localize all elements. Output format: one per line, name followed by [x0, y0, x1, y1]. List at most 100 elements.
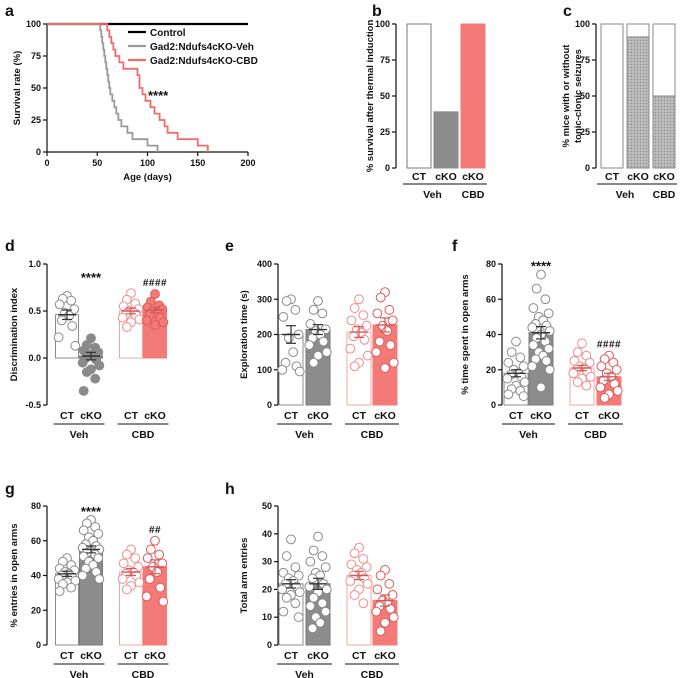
data-point-e-0	[278, 311, 289, 322]
x-tick-label-a: 150	[190, 158, 205, 168]
significance-annotation-f-1: ****	[531, 259, 552, 274]
category-label-h: cKO	[374, 650, 396, 662]
y-axis-title-a: Survival rate (%)	[12, 51, 23, 125]
y-tick-label-c: 50	[580, 91, 590, 101]
data-point-e-2	[345, 343, 356, 354]
data-point-h-3	[372, 584, 383, 595]
data-point-g-2	[134, 577, 145, 588]
category-label-e: cKO	[374, 410, 396, 422]
category-label-c: cKO	[653, 171, 675, 183]
category-label-d: cKO	[144, 410, 166, 422]
y-tick-label-a: 75	[31, 51, 41, 61]
data-point-f-3	[596, 361, 607, 372]
data-point-e-1	[308, 304, 319, 315]
significance-annotation-g-3: ##	[149, 525, 161, 536]
y-axis-title-h: Total arm entries	[239, 538, 250, 614]
y-tick-label-d: 1.0	[28, 259, 41, 269]
legend-label-1: Gad2:Ndufs4cKO-Veh	[150, 42, 254, 53]
y-tick-label-e: 400	[257, 259, 272, 269]
data-point-d-0	[66, 295, 77, 306]
y-tick-label-h: 20	[262, 584, 272, 594]
data-point-h-1	[313, 531, 323, 542]
data-point-e-3	[382, 326, 393, 336]
data-point-g-3	[154, 549, 165, 560]
category-label-f: CT	[509, 410, 524, 422]
data-point-f-3	[599, 393, 610, 403]
data-point-g-3	[155, 582, 166, 593]
data-point-d-1	[94, 360, 105, 371]
y-tick-label-e: 300	[257, 294, 272, 304]
data-point-f-1	[531, 283, 542, 294]
significance-annotation-a: ****	[148, 88, 169, 103]
y-tick-label-b: 100	[375, 19, 390, 29]
data-point-h-0	[277, 584, 288, 595]
data-point-d-3	[158, 317, 169, 328]
y-tick-label-h: 40	[262, 529, 272, 539]
y-axis-title-g: % entries in open arms	[9, 523, 20, 627]
data-point-g-3	[157, 558, 168, 569]
data-point-f-0	[518, 391, 529, 402]
group-label-c: CBD	[653, 189, 676, 201]
data-point-e-3	[375, 292, 386, 303]
y-tick-label-g: 0	[36, 640, 41, 650]
group-label-d: CBD	[132, 429, 155, 441]
category-label-g: CT	[124, 650, 139, 662]
y-tick-label-g: 20	[31, 605, 41, 615]
data-point-h-1	[305, 601, 316, 611]
data-point-h-3	[384, 578, 395, 589]
data-point-h-0	[290, 598, 301, 609]
data-point-e-3	[387, 315, 398, 326]
data-point-g-1	[94, 574, 105, 584]
data-point-e-3	[374, 336, 385, 347]
y-axis-title-line-c: % mice with or without	[561, 44, 572, 148]
data-point-f-2	[581, 380, 592, 391]
data-point-h-1	[321, 584, 332, 595]
category-label-e: CT	[284, 410, 299, 422]
y-tick-label-e: 200	[257, 330, 272, 340]
bar-b-0	[406, 23, 432, 169]
x-tick-label-a: 50	[92, 158, 102, 168]
data-point-e-1	[317, 308, 328, 319]
category-label-e: cKO	[307, 410, 329, 422]
data-point-f-1	[544, 364, 555, 375]
y-tick-label-h: 0	[267, 640, 272, 650]
data-point-e-2	[348, 331, 359, 342]
data-point-g-1	[93, 528, 104, 539]
data-point-e-2	[354, 294, 364, 305]
category-label-d: cKO	[80, 410, 102, 422]
data-point-f-2	[572, 377, 583, 387]
data-point-g-0	[54, 586, 65, 597]
data-point-e-0	[290, 304, 301, 315]
category-label-d: CT	[124, 410, 139, 422]
data-point-h-3	[375, 570, 386, 581]
data-point-h-0	[278, 606, 289, 617]
group-label-c: Veh	[616, 189, 635, 201]
panel-label-f: f	[452, 238, 458, 255]
data-point-d-3	[141, 315, 152, 326]
panel-label-h: h	[225, 481, 235, 498]
data-point-g-3	[152, 567, 162, 577]
data-point-d-0	[67, 321, 78, 331]
data-point-e-3	[384, 304, 395, 315]
category-label-f: cKO	[598, 410, 620, 422]
legend-label-2: Gad2:Ndufs4cKO-CBD	[150, 56, 258, 67]
category-label-g: cKO	[144, 650, 166, 662]
data-point-h-1	[308, 592, 319, 603]
y-tick-label-b: 25	[380, 127, 390, 137]
survival-curve-cbd	[47, 23, 209, 152]
group-label-b: Veh	[423, 189, 442, 201]
category-label-b: CT	[412, 171, 427, 183]
y-tick-label-d: 0.5	[28, 306, 41, 316]
legend-label-0: Control	[150, 28, 186, 39]
significance-annotation-f-3: ####	[597, 340, 621, 351]
category-label-g: cKO	[80, 650, 102, 662]
data-point-h-0	[293, 612, 304, 623]
data-point-e-1	[313, 296, 323, 306]
data-point-e-2	[358, 310, 369, 321]
bar-b-2	[460, 23, 486, 169]
group-label-h: CBD	[361, 669, 384, 678]
data-point-f-0	[519, 377, 530, 387]
data-point-g-3	[158, 596, 169, 607]
data-point-g-3	[142, 553, 153, 564]
